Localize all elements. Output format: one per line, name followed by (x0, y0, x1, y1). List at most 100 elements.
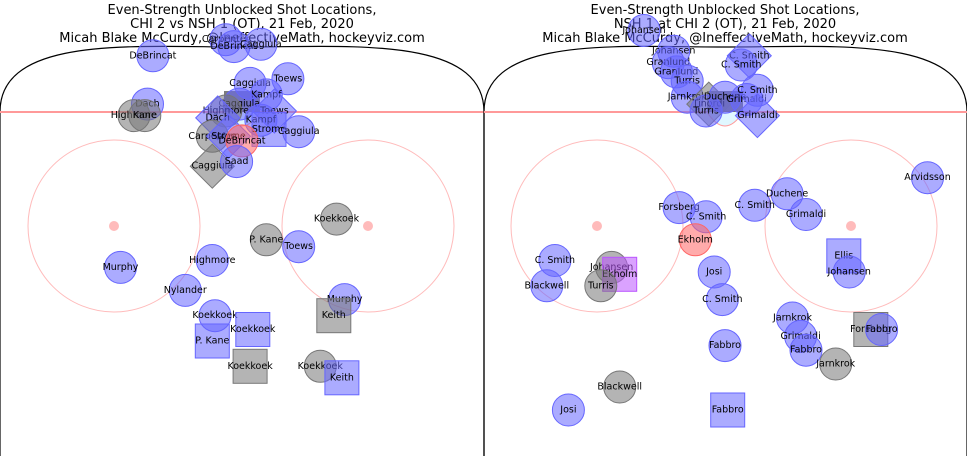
shot-label: Caggiula (191, 161, 233, 172)
shot-marker (789, 333, 823, 367)
shot-marker (710, 392, 746, 428)
shot-label: P. Kane (195, 336, 229, 347)
faceoff-dot (109, 221, 119, 231)
shot-marker (678, 223, 712, 257)
shot-marker (320, 202, 353, 236)
shot-marker (724, 48, 758, 82)
shot-label: Turris (692, 106, 719, 117)
shot-label: Nylander (164, 285, 207, 296)
shot-marker (232, 348, 268, 384)
shot-label: Josi (705, 267, 722, 278)
shot-marker (128, 99, 162, 133)
chart-panel: Even-Strength Unblocked Shot Locations,C… (0, 3, 485, 456)
faceoff-circle (281, 139, 455, 313)
shot-label: Koekkoek (230, 324, 276, 335)
shot-label: Keith (322, 310, 346, 321)
shot-label: Ellis (834, 250, 853, 261)
chart-panel: Even-Strength Unblocked Shot Locations,N… (483, 3, 967, 456)
shot-label: Jarnkrok (667, 92, 707, 103)
shot-marker (551, 393, 585, 427)
shot-label: Koekkoek (227, 361, 273, 372)
shot-label: Arvidsson (904, 172, 950, 183)
shot-label: Johansen (827, 267, 871, 278)
shot-marker (584, 269, 618, 303)
shot-label: Jarnkrok (772, 313, 812, 324)
shot-marker (530, 269, 564, 303)
shot-marker (705, 283, 739, 317)
shot-label: DeBrincat (210, 41, 257, 52)
shot-marker (603, 370, 637, 404)
faceoff-circle (27, 139, 201, 313)
shot-marker (282, 230, 316, 264)
shot-marker (865, 313, 899, 346)
shot-label: Josi (559, 405, 576, 416)
shot-marker (235, 312, 271, 347)
shot-marker (789, 198, 823, 231)
shot-label: Forsberg (658, 202, 699, 213)
shot-marker (168, 273, 202, 307)
shot-label: Grimaldi (737, 110, 777, 121)
shot-marker (220, 145, 254, 179)
chart-title-line: Even-Strength Unblocked Shot Locations, (591, 3, 860, 18)
shot-label: Kane (133, 110, 157, 121)
shot-label: Strome (252, 124, 287, 135)
shot-marker (627, 14, 661, 47)
shot-marker (734, 92, 781, 139)
shot-marker (104, 250, 137, 284)
shot-marker (195, 244, 229, 277)
shot-label: Koekkoek (314, 214, 360, 225)
shot-label: Fabbro (709, 340, 741, 351)
shot-label: Blackwell (597, 382, 642, 393)
chart-title-line: Micah Blake McCurdy, @IneffectiveMath, h… (542, 31, 908, 46)
shot-label: Murphy (103, 262, 139, 273)
shot-label: C. Smith (535, 255, 575, 266)
shot-marker (832, 255, 866, 289)
shot-marker (194, 323, 230, 359)
shot-label: P. Kane (249, 234, 283, 245)
shot-label: Grimaldi (786, 209, 826, 220)
shot-label: Toews (273, 73, 303, 84)
shot-label: Caggiula (240, 39, 282, 50)
shot-label: DeBrincat (218, 135, 265, 146)
shot-label: DeBrincat (129, 50, 176, 61)
faceoff-dot (363, 221, 373, 231)
shot-label: Ekholm (602, 269, 637, 280)
shot-marker (770, 177, 804, 211)
shot-label: C. Smith (686, 211, 726, 222)
shot-label: Caggiula (229, 78, 271, 89)
chart-title-line: CHI 2 vs NSH 1 (OT), 21 Feb, 2020 (130, 17, 354, 32)
shot-marker (819, 347, 853, 381)
shot-label: Duchene (766, 188, 808, 199)
shot-label: Fabbro (866, 324, 898, 335)
shot-label: Turris (587, 280, 614, 291)
chart-title-line: Even-Strength Unblocked Shot Locations, (108, 3, 377, 18)
shot-marker (316, 298, 352, 334)
faceoff-dot (592, 221, 602, 231)
shot-label: Jarnkrok (815, 359, 855, 370)
shot-label: Highmore (189, 255, 236, 266)
shot-label: Koekkoek (298, 361, 344, 372)
shot-marker (249, 223, 283, 257)
shot-label: Dach (206, 112, 230, 123)
faceoff-dot (846, 221, 856, 231)
shot-marker (738, 188, 772, 222)
faceoff-circle (764, 139, 938, 313)
shot-marker (282, 115, 316, 149)
shot-label: Fabbro (712, 405, 744, 416)
shot-label: Blackwell (524, 280, 569, 291)
shot-label: C. Smith (721, 60, 761, 71)
shot-label: Koekkoek (192, 310, 238, 321)
shot-label: Kampf (251, 89, 282, 100)
shot-label: Keith (330, 372, 354, 383)
shot-label: Ekholm (678, 234, 713, 245)
shot-marker (911, 161, 944, 195)
rink-boards (483, 45, 967, 456)
shot-label: Duchene (704, 92, 746, 103)
shot-marker (244, 27, 278, 61)
shot-marker (324, 360, 360, 396)
shot-marker (708, 329, 742, 363)
shot-label: C. Smith (702, 294, 742, 305)
shot-marker (136, 39, 170, 73)
